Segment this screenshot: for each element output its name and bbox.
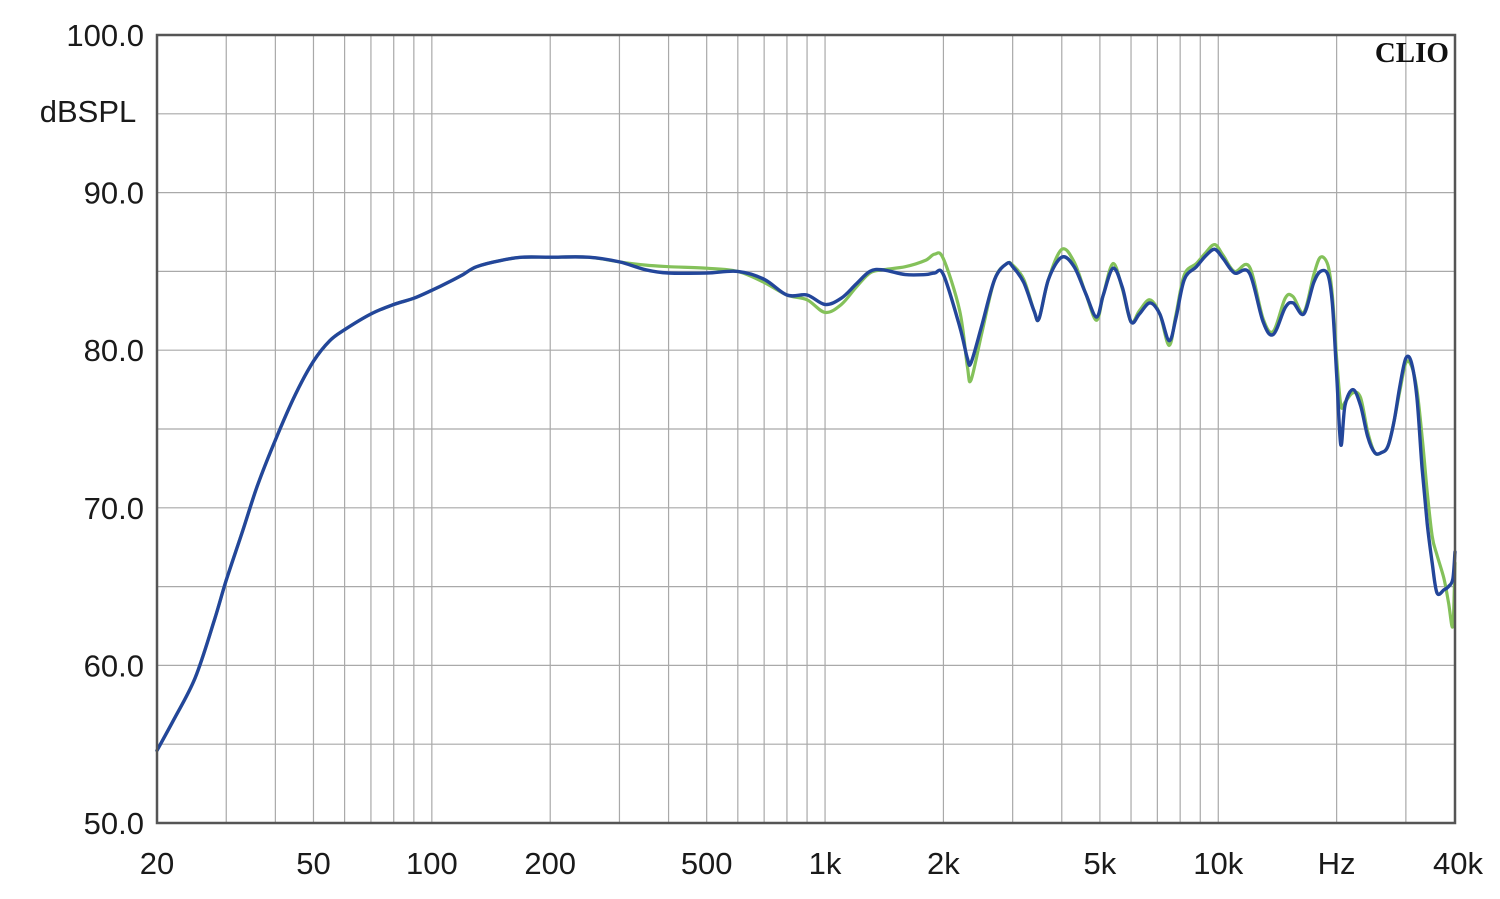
y-tick-labels: 100.0 90.0 80.0 70.0 60.0 50.0 — [66, 18, 144, 841]
series-line-1 — [155, 243, 1457, 753]
x-tick-label: 100 — [406, 846, 458, 881]
y-tick-label: 60.0 — [84, 648, 144, 683]
x-tick-label: 40k — [1433, 846, 1483, 881]
x-tick-label: 20 — [140, 846, 174, 881]
x-tick-label: 2k — [927, 846, 960, 881]
brand-label: CLIO — [1375, 37, 1449, 69]
y-tick-label: 100.0 — [66, 18, 144, 53]
x-tick-labels: 20 50 100 200 500 1k 2k 5k 10k Hz 40k — [140, 846, 1484, 881]
x-tick-label: 10k — [1193, 846, 1243, 881]
y-tick-label: 80.0 — [84, 333, 144, 368]
y-axis-label: dBSPL — [40, 94, 137, 129]
x-tick-label: 1k — [809, 846, 842, 881]
x-tick-label: 50 — [296, 846, 330, 881]
grid — [157, 35, 1455, 823]
y-tick-label: 70.0 — [84, 491, 144, 526]
x-tick-label: 200 — [524, 846, 576, 881]
x-tick-label: Hz — [1318, 846, 1356, 881]
y-tick-label: 50.0 — [84, 806, 144, 841]
series-layer — [155, 243, 1457, 753]
x-tick-label: 5k — [1084, 846, 1117, 881]
y-tick-label: 90.0 — [84, 176, 144, 211]
x-tick-label: 500 — [681, 846, 733, 881]
series-line-2 — [155, 247, 1457, 753]
plot-frame — [155, 33, 1457, 825]
